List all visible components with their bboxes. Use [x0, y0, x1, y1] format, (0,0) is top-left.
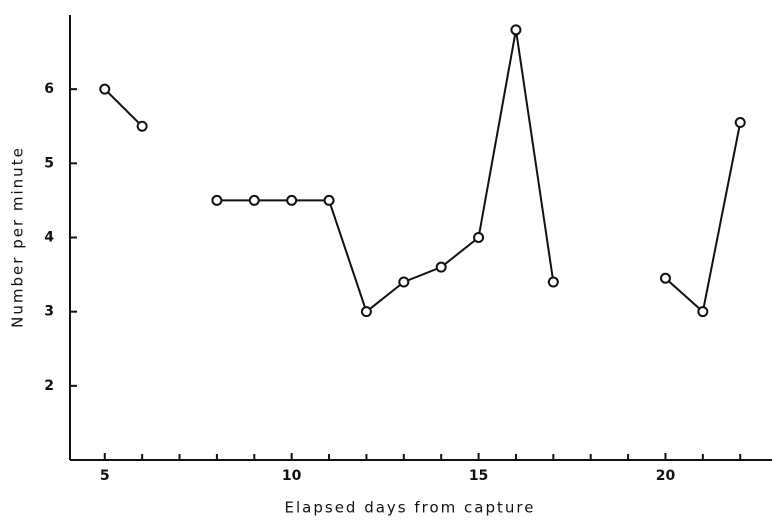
- data-point: [511, 25, 520, 34]
- y-tick-label: 5: [44, 155, 54, 171]
- data-point: [212, 196, 221, 205]
- x-tick-label: 5: [100, 468, 110, 484]
- data-point: [661, 274, 670, 283]
- data-line: [105, 30, 740, 312]
- y-tick-label: 6: [44, 81, 54, 97]
- data-point: [549, 278, 558, 287]
- y-axis-title: Number per minute: [9, 146, 27, 328]
- x-tick-label: 20: [656, 468, 676, 484]
- data-point: [138, 122, 147, 131]
- y-tick-label: 4: [44, 230, 54, 246]
- y-tick-label: 2: [44, 378, 54, 394]
- data-point: [474, 233, 483, 242]
- x-tick-label: 10: [282, 468, 302, 484]
- chart: Elapsed days from capture Number per min…: [0, 0, 772, 520]
- data-point: [325, 196, 334, 205]
- x-axis-title: Elapsed days from capture: [285, 499, 536, 517]
- data-point: [399, 278, 408, 287]
- data-point: [287, 196, 296, 205]
- data-point: [362, 307, 371, 316]
- y-tick-label: 3: [44, 304, 54, 320]
- data-point: [698, 307, 707, 316]
- data-point: [100, 85, 109, 94]
- data-point: [250, 196, 259, 205]
- data-point: [736, 118, 745, 127]
- data-point: [437, 263, 446, 272]
- x-tick-label: 15: [469, 468, 488, 484]
